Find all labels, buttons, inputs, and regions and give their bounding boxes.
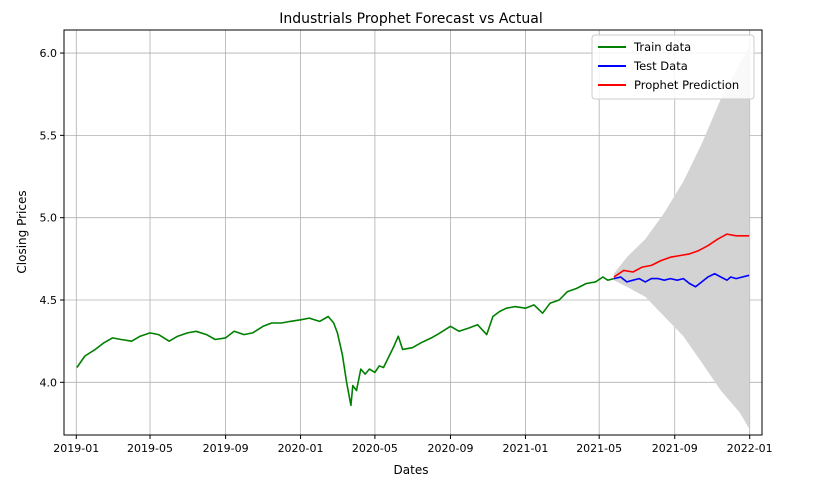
- x-tick-label: 2019-05: [127, 442, 173, 455]
- legend-label-train-data: Train data: [633, 40, 691, 54]
- x-tick-label: 2022-01: [727, 442, 773, 455]
- legend-label-test-data: Test Data: [633, 59, 688, 73]
- x-tick-label: 2019-01: [53, 442, 99, 455]
- series-line-train-data: [76, 276, 615, 407]
- series-line-test-data: [613, 272, 750, 288]
- y-tick-label: 4.0: [40, 376, 58, 389]
- x-tick-label: 2020-09: [427, 442, 473, 455]
- x-tick-label: 2020-01: [278, 442, 324, 455]
- x-tick-label: 2019-09: [203, 442, 249, 455]
- x-tick-label: 2021-01: [502, 442, 548, 455]
- legend-label-prophet-prediction: Prophet Prediction: [634, 78, 739, 92]
- y-axis-title: Closing Prices: [15, 190, 29, 273]
- x-tick-label: 2021-09: [652, 442, 698, 455]
- legend: Train data Test Data Prophet Prediction: [591, 34, 755, 100]
- confidence-band-layer: [613, 48, 750, 429]
- grid: [64, 30, 762, 435]
- x-tick-label: 2021-05: [576, 442, 622, 455]
- series-line-prophet-prediction: [613, 233, 750, 278]
- y-tick-label: 5.5: [40, 129, 58, 142]
- y-tick-label: 4.5: [40, 294, 58, 307]
- y-tick-label: 6.0: [40, 47, 58, 60]
- x-axis-title: Dates: [394, 463, 429, 477]
- legend-box: [591, 34, 755, 100]
- x-tick-label: 2020-05: [352, 442, 398, 455]
- y-tick-label: 5.0: [40, 212, 58, 225]
- chart-title: Industrials Prophet Forecast vs Actual: [279, 11, 543, 27]
- axis-ticks: 2019-01 2019-05 2019-09 2020-01 2020-05 2020-…: [40, 47, 773, 455]
- plot-frame: [63, 29, 763, 436]
- confidence-band: [613, 48, 750, 429]
- series-layer: [76, 233, 750, 407]
